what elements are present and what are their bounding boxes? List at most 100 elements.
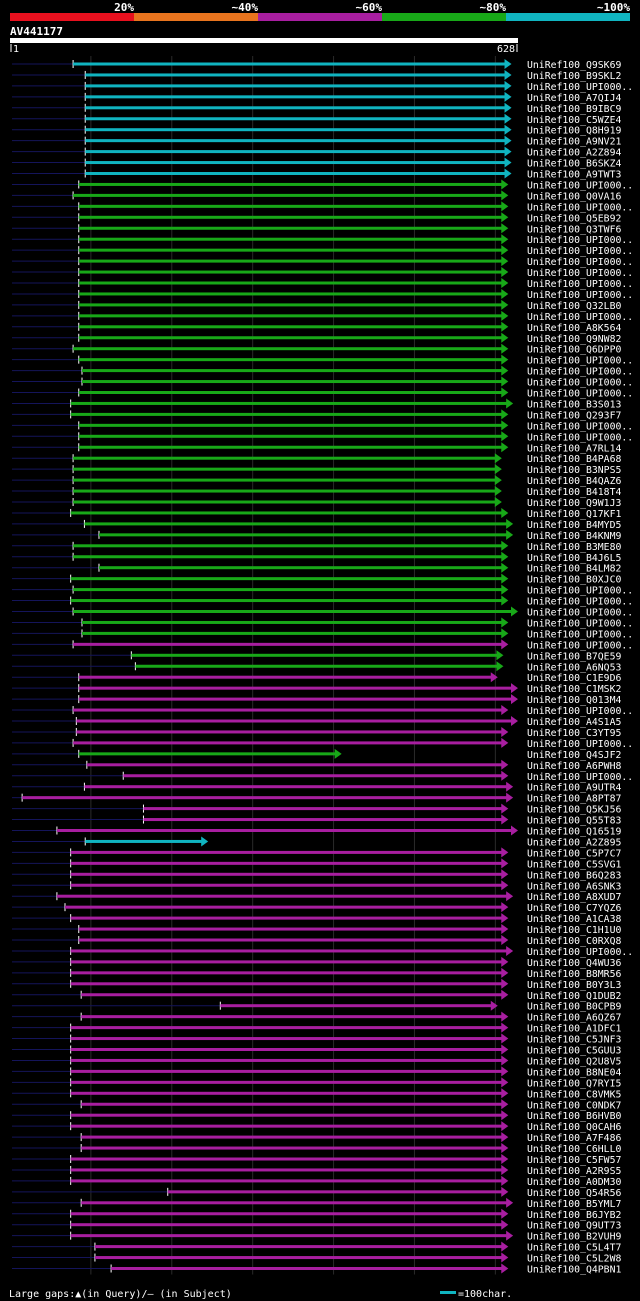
hit-label[interactable]: UniRef100_C5L2W8: [527, 1254, 621, 1265]
hit-row[interactable]: UniRef100_A2R9S5: [12, 1164, 621, 1177]
hit-row[interactable]: UniRef100_Q8H919: [12, 124, 621, 137]
hit-row[interactable]: UniRef100_UPI000..: [12, 387, 633, 400]
hit-label[interactable]: UniRef100_Q0CAH6: [527, 1122, 621, 1133]
hit-row[interactable]: UniRef100_B5YML7: [12, 1197, 621, 1210]
hit-row[interactable]: UniRef100_A7RL14: [12, 442, 621, 454]
hit-row[interactable]: UniRef100_UPI000..: [12, 179, 633, 191]
hit-row[interactable]: UniRef100_B7QE59: [12, 650, 621, 662]
hit-row[interactable]: UniRef100_UPI000..: [12, 256, 633, 268]
hit-label[interactable]: UniRef100_B0XJC0: [527, 575, 621, 586]
hit-row[interactable]: UniRef100_C6HLL0: [12, 1143, 621, 1155]
hit-row[interactable]: UniRef100_UPI000..: [12, 584, 633, 597]
hit-row[interactable]: UniRef100_B8MR56: [12, 967, 621, 980]
hit-row[interactable]: UniRef100_A6SNK3: [12, 880, 621, 892]
hit-row[interactable]: UniRef100_UPI000..: [12, 354, 633, 367]
hit-row[interactable]: UniRef100_C5GUU3: [12, 1044, 621, 1057]
hit-row[interactable]: UniRef100_UPI000..: [12, 595, 633, 608]
hit-row[interactable]: UniRef100_Q0VA16: [12, 190, 621, 202]
hit-row[interactable]: UniRef100_C5WZE4: [12, 113, 621, 126]
hit-row[interactable]: UniRef100_A6NQ53: [12, 661, 621, 673]
hit-label[interactable]: UniRef100_Q9UT73: [527, 1221, 621, 1232]
hit-row[interactable]: UniRef100_UPI000..: [12, 617, 633, 629]
hit-label[interactable]: UniRef100_C5GUU3: [527, 1046, 621, 1057]
hit-label[interactable]: UniRef100_Q4PBN1: [527, 1265, 621, 1276]
hit-label[interactable]: UniRef100_C0NDK7: [527, 1100, 621, 1111]
hit-label[interactable]: UniRef100_UPI000..: [527, 235, 633, 246]
hit-label[interactable]: UniRef100_B3ME80: [527, 542, 621, 553]
hit-label[interactable]: UniRef100_C1MSK2: [527, 684, 621, 695]
hit-label[interactable]: UniRef100_C8VMK5: [527, 1089, 621, 1100]
hit-label[interactable]: UniRef100_C5FW57: [527, 1155, 621, 1166]
hit-label[interactable]: UniRef100_B6JYB2: [527, 1210, 621, 1221]
hit-label[interactable]: UniRef100_UPI000..: [527, 629, 633, 640]
hit-row[interactable]: UniRef100_A1CA38: [12, 913, 621, 925]
hit-label[interactable]: UniRef100_UPI000..: [527, 597, 633, 608]
hit-label[interactable]: UniRef100_A7F486: [527, 1133, 621, 1144]
hit-row[interactable]: UniRef100_Q7RYI5: [12, 1077, 621, 1089]
hit-label[interactable]: UniRef100_B6Q283: [527, 870, 621, 881]
hit-label[interactable]: UniRef100_Q55T83: [527, 816, 621, 827]
hit-label[interactable]: UniRef100_B3NPS5: [527, 465, 621, 476]
hit-label[interactable]: UniRef100_UPI000..: [527, 947, 633, 958]
hit-label[interactable]: UniRef100_Q17KF1: [527, 509, 621, 520]
hit-label[interactable]: UniRef100_B4QAZ6: [527, 476, 621, 487]
hit-label[interactable]: UniRef100_A0DM30: [527, 1177, 621, 1188]
hit-row[interactable]: UniRef100_C0RXQ8: [12, 935, 621, 947]
hit-row[interactable]: UniRef100_B4MYD5: [12, 518, 621, 531]
hit-row[interactable]: UniRef100_A4S1A5: [12, 716, 621, 728]
hit-row[interactable]: UniRef100_UPI000..: [12, 80, 633, 93]
hit-label[interactable]: UniRef100_Q9SK69: [527, 60, 621, 71]
hit-row[interactable]: UniRef100_C5L4T7: [12, 1241, 621, 1254]
hit-label[interactable]: UniRef100_UPI000..: [527, 421, 633, 432]
hit-row[interactable]: UniRef100_B6JYB2: [12, 1208, 621, 1221]
hit-row[interactable]: UniRef100_Q17KF1: [12, 507, 621, 520]
hit-label[interactable]: UniRef100_UPI000..: [527, 268, 633, 279]
hit-label[interactable]: UniRef100_B4LM82: [527, 564, 621, 575]
hit-label[interactable]: UniRef100_B5YML7: [527, 1199, 621, 1210]
hit-row[interactable]: UniRef100_UPI000..: [12, 288, 633, 301]
hit-row[interactable]: UniRef100_B9SKL2: [12, 69, 621, 82]
hit-label[interactable]: UniRef100_C1H1U0: [527, 925, 621, 936]
hit-label[interactable]: UniRef100_Q4WU36: [527, 958, 621, 969]
hit-row[interactable]: UniRef100_A1DFC1: [12, 1022, 621, 1035]
hit-label[interactable]: UniRef100_B3S013: [527, 399, 621, 410]
hit-label[interactable]: UniRef100_A4S1A5: [527, 717, 621, 728]
hit-label[interactable]: UniRef100_Q3TWF6: [527, 224, 621, 235]
hit-row[interactable]: UniRef100_Q1DUB2: [12, 989, 621, 1002]
hit-row[interactable]: UniRef100_B9IBC9: [12, 102, 621, 115]
hit-row[interactable]: UniRef100_A9TWT3: [12, 168, 621, 181]
hit-label[interactable]: UniRef100_UPI000..: [527, 586, 633, 597]
hit-label[interactable]: UniRef100_Q1DUB2: [527, 991, 621, 1002]
hit-label[interactable]: UniRef100_UPI000..: [527, 739, 633, 750]
hit-label[interactable]: UniRef100_Q8H919: [527, 126, 621, 137]
hit-label[interactable]: UniRef100_UPI000..: [527, 279, 633, 290]
hit-label[interactable]: UniRef100_Q7RYI5: [527, 1078, 621, 1089]
hit-label[interactable]: UniRef100_UPI000..: [527, 367, 633, 378]
hit-label[interactable]: UniRef100_A6PWH8: [527, 761, 621, 772]
hit-label[interactable]: UniRef100_B8MR56: [527, 969, 621, 980]
hit-label[interactable]: UniRef100_C6HLL0: [527, 1144, 621, 1155]
hit-row[interactable]: UniRef100_B0XJC0: [12, 573, 621, 586]
hit-row[interactable]: UniRef100_Q32LB0: [12, 299, 621, 312]
hit-row[interactable]: UniRef100_Q4PBN1: [12, 1263, 621, 1276]
hit-label[interactable]: UniRef100_B4MYD5: [527, 520, 621, 531]
hit-label[interactable]: UniRef100_Q0VA16: [527, 191, 621, 202]
hit-row[interactable]: UniRef100_B6Q283: [12, 869, 621, 881]
hit-label[interactable]: UniRef100_Q5EB92: [527, 213, 621, 224]
hit-row[interactable]: UniRef100_A2Z895: [12, 836, 621, 848]
hit-row[interactable]: UniRef100_Q16519: [12, 825, 621, 838]
hit-label[interactable]: UniRef100_Q54R56: [527, 1188, 621, 1199]
hit-row[interactable]: UniRef100_Q9SK69: [12, 59, 621, 71]
hit-label[interactable]: UniRef100_C0RXQ8: [527, 936, 621, 947]
hit-label[interactable]: UniRef100_UPI000..: [527, 618, 633, 629]
hit-label[interactable]: UniRef100_A6NQ53: [527, 662, 621, 673]
hit-label[interactable]: UniRef100_C7YQZ6: [527, 903, 621, 914]
hit-row[interactable]: UniRef100_A6PWH8: [12, 759, 621, 772]
hit-row[interactable]: UniRef100_C1MSK2: [12, 683, 621, 695]
hit-row[interactable]: UniRef100_C5JNF3: [12, 1033, 621, 1046]
hit-row[interactable]: UniRef100_A7F486: [12, 1132, 621, 1144]
hit-label[interactable]: UniRef100_A8PT87: [527, 794, 621, 805]
hit-row[interactable]: UniRef100_B4QAZ6: [12, 475, 621, 487]
hit-row[interactable]: UniRef100_Q9W1J3: [12, 497, 621, 509]
hit-label[interactable]: UniRef100_B0Y3L3: [527, 980, 621, 991]
